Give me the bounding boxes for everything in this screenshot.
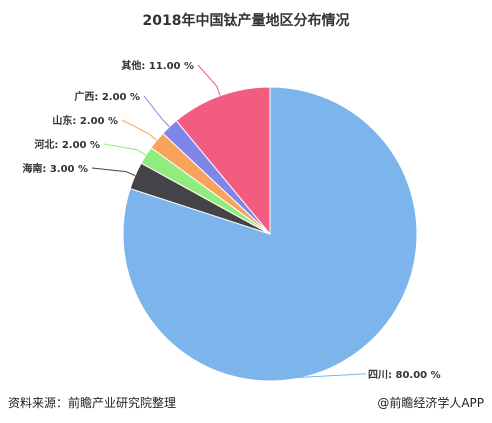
slice-label-3: 山东: 2.00 % [52, 114, 118, 127]
chart-credit: @前瞻经济学人APP [377, 396, 484, 410]
slice-label-4: 广西: 2.00 % [74, 90, 140, 103]
slice-label-0: 四川: 80.00 % [368, 369, 441, 381]
slice-label-1: 海南: 3.00 % [22, 162, 88, 175]
leader-line-1 [91, 167, 136, 177]
pie-slices [122, 86, 418, 382]
pie-slice-5 [175, 86, 271, 236]
chart-source: 资料来源：前瞻产业研究院整理 [8, 396, 177, 410]
slice-label-2: 河北: 2.00 % [34, 138, 100, 151]
leader-line-3 [121, 119, 158, 141]
slice-label-5: 其他: 11.00 % [121, 59, 194, 72]
leader-line-5 [197, 64, 221, 96]
leader-lines [91, 64, 366, 379]
leader-line-0 [285, 373, 366, 379]
chart-title: 2018年中国钛产量地区分布情况 [142, 13, 350, 29]
leader-line-4 [143, 95, 170, 128]
slice-labels: 四川: 80.00 % 海南: 3.00 % 河北: 2.00 % 山东: 2.00 … [22, 59, 440, 381]
leader-line-2 [103, 143, 147, 156]
